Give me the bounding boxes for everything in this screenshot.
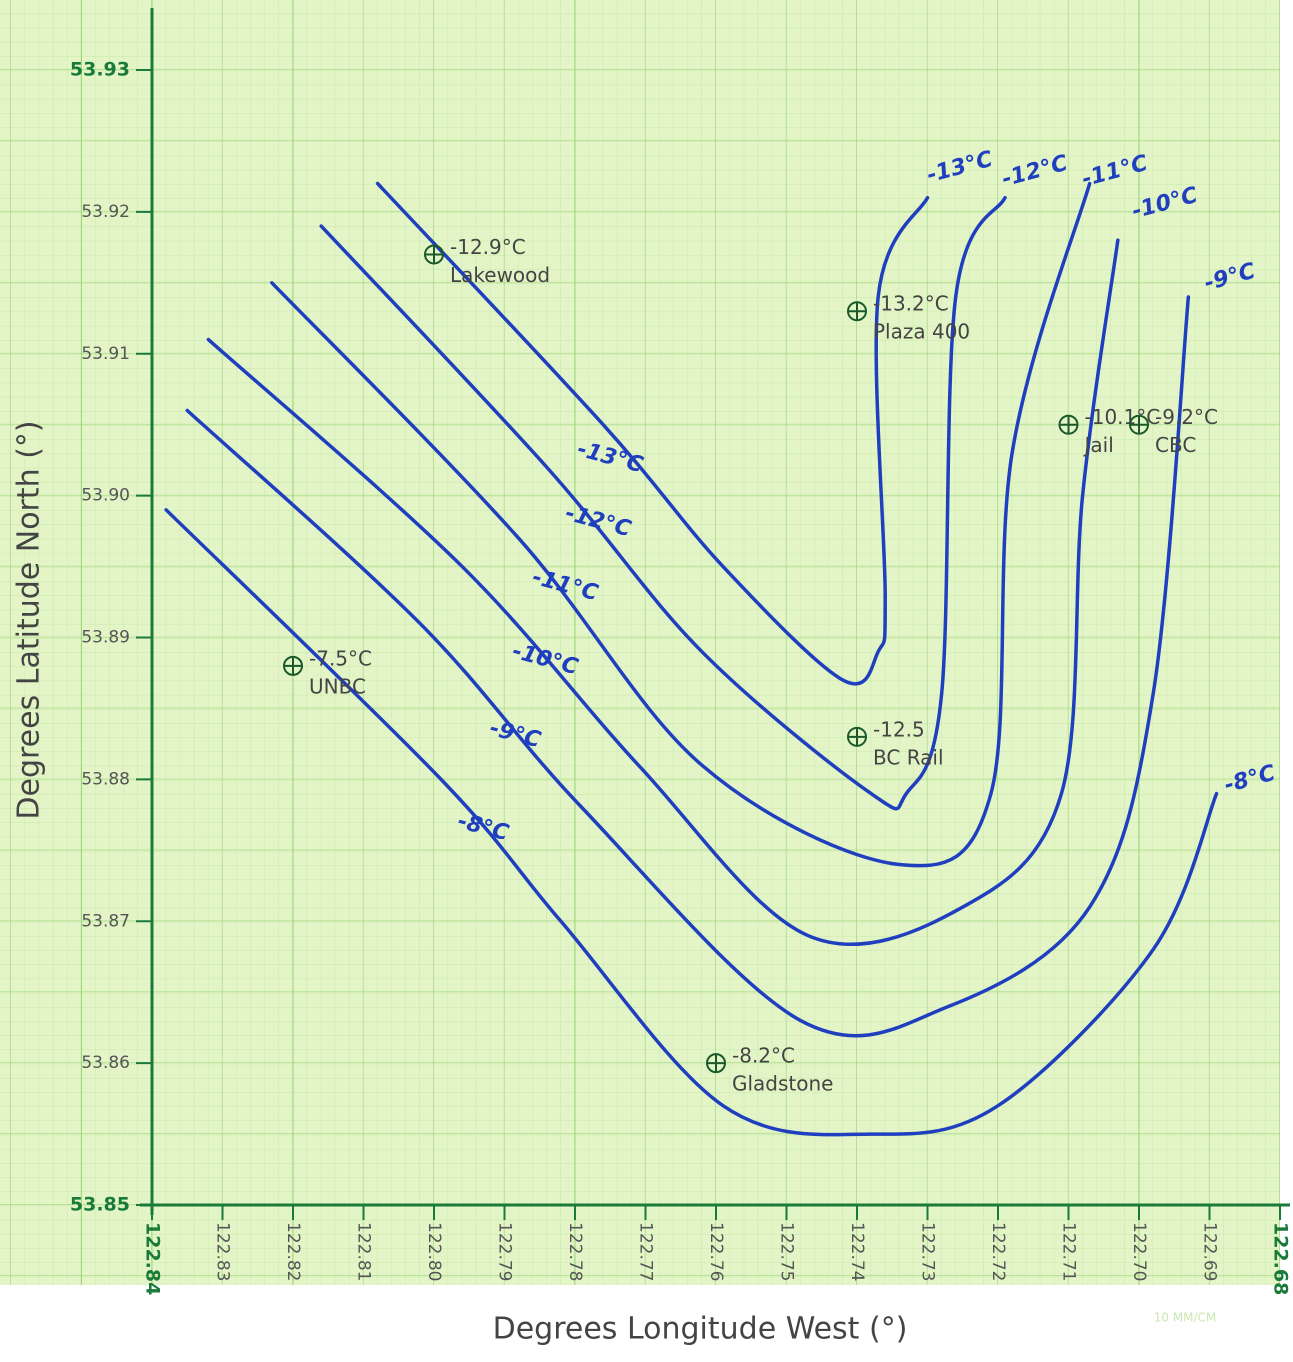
y-tick-label: 53.93 — [70, 59, 130, 81]
y-tick-label: 53.89 — [81, 628, 130, 648]
y-tick-label: 53.86 — [81, 1053, 130, 1073]
x-tick-label: 122.76 — [706, 1222, 726, 1281]
x-tick-label: 122.77 — [636, 1222, 656, 1281]
y-tick-label: 53.91 — [81, 344, 130, 364]
y-tick-label: 53.90 — [81, 486, 130, 506]
station-name: UNBC — [309, 674, 366, 698]
x-tick-label: 122.71 — [1059, 1222, 1079, 1281]
station-name: Jail — [1083, 433, 1114, 457]
y-axis-label: Degrees Latitude North (°) — [12, 420, 47, 819]
y-tick-label: 53.87 — [81, 911, 130, 931]
chart: Degrees Longitude West (°) Degrees Latit… — [0, 0, 1293, 1362]
y-tick-label: 53.92 — [81, 202, 130, 222]
x-tick-label: 122.69 — [1200, 1222, 1220, 1281]
paper-note: 10 MM/CM — [1154, 1311, 1217, 1325]
x-axis-label: Degrees Longitude West (°) — [493, 1312, 908, 1347]
x-tick-label: 122.70 — [1129, 1222, 1149, 1281]
station-temp: -13.2°C — [873, 292, 949, 316]
station-temp: -12.9°C — [450, 235, 526, 259]
x-tick-label: 122.72 — [988, 1222, 1008, 1281]
station-temp: -12.5 — [873, 717, 925, 741]
station-temp: -7.5°C — [309, 646, 372, 670]
x-tick-label: 122.82 — [283, 1222, 303, 1281]
station-name: BC Rail — [873, 745, 944, 769]
station-name: CBC — [1155, 433, 1196, 457]
x-tick-label: 122.78 — [565, 1222, 585, 1281]
station-name: Plaza 400 — [873, 320, 970, 344]
x-tick-label: 122.68 — [1270, 1222, 1292, 1295]
x-tick-label: 122.81 — [354, 1222, 374, 1281]
station-name: Lakewood — [450, 263, 550, 287]
station-temp: -8.2°C — [732, 1044, 795, 1068]
station-name: Gladstone — [732, 1072, 833, 1096]
station-temp: -9.2°C — [1155, 405, 1218, 429]
x-tick-label: 122.74 — [847, 1222, 867, 1281]
y-tick-label: 53.88 — [81, 769, 130, 789]
x-tick-label: 122.79 — [495, 1222, 515, 1281]
x-tick-label: 122.80 — [424, 1222, 444, 1281]
x-tick-label: 122.75 — [777, 1222, 797, 1281]
x-tick-label: 122.84 — [142, 1222, 164, 1295]
x-tick-label: 122.83 — [213, 1222, 233, 1281]
x-tick-label: 122.73 — [918, 1222, 938, 1281]
y-tick-label: 53.85 — [70, 1194, 130, 1216]
